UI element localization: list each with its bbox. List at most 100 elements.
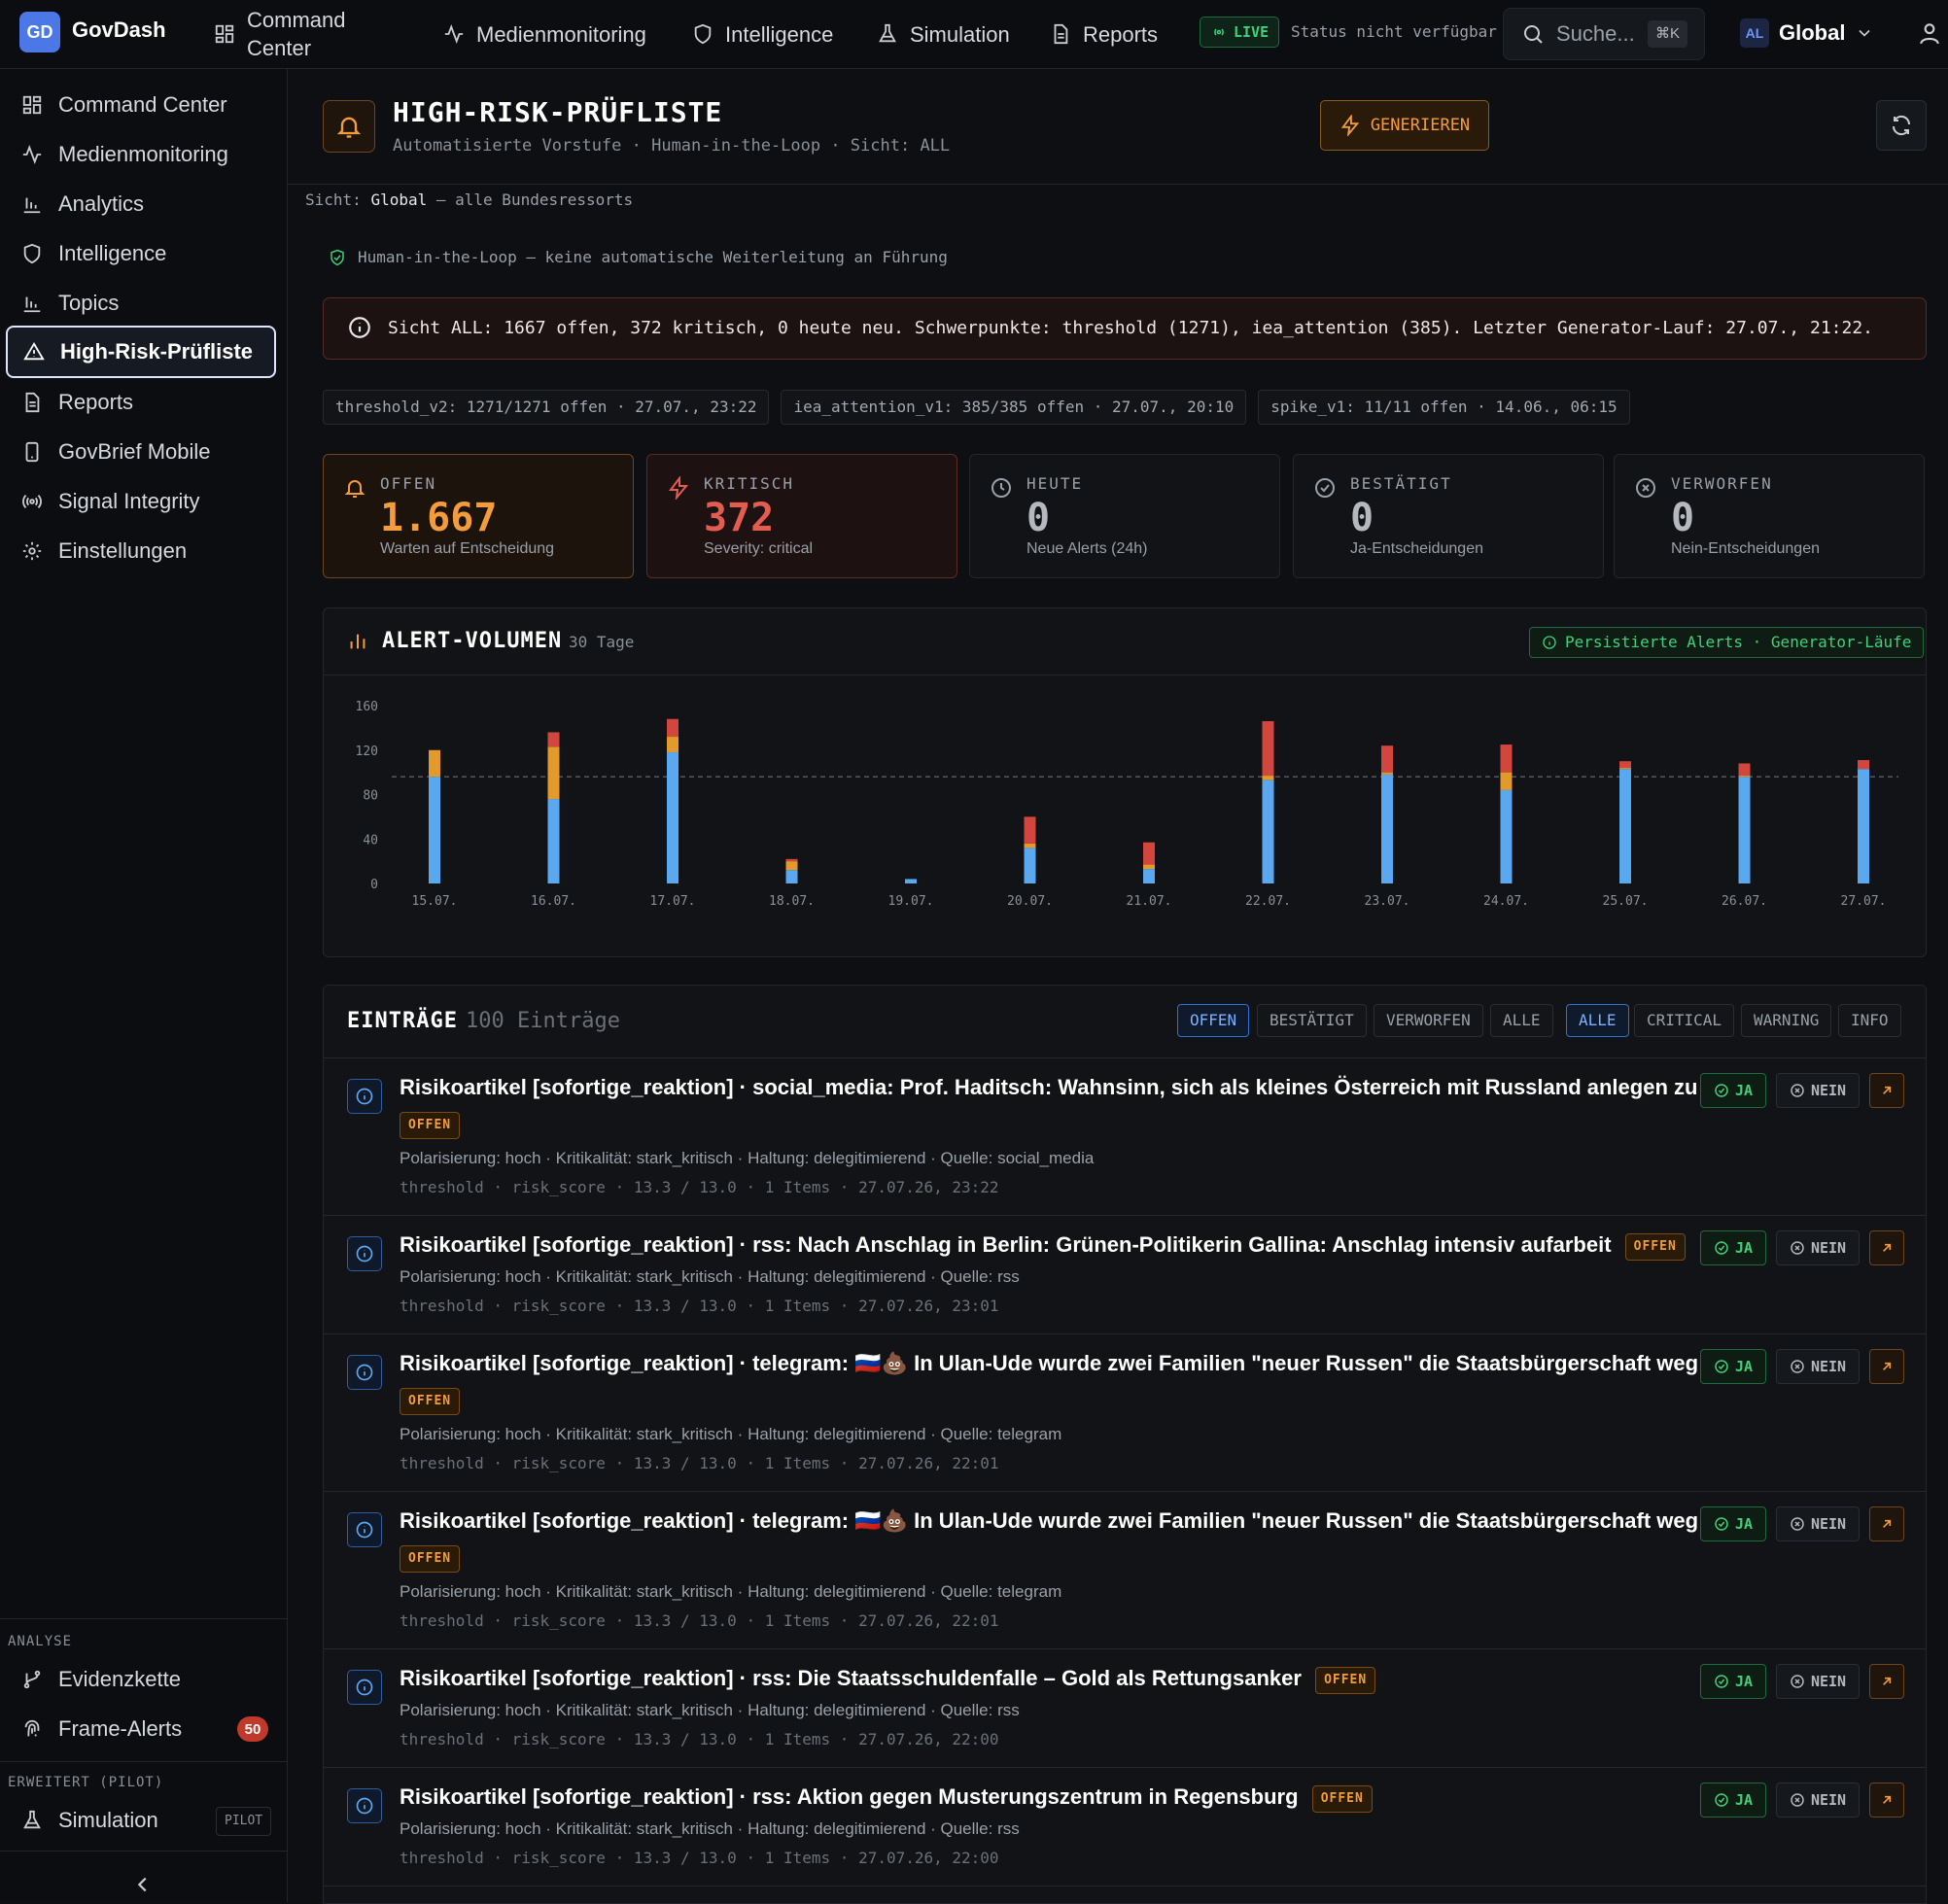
app-name[interactable]: GovDash: [72, 17, 166, 42]
entry-title[interactable]: Risikoartikel [sofortige_reaktion] · soc…: [400, 1075, 1734, 1099]
confirm-button[interactable]: JA: [1700, 1073, 1766, 1108]
entry-row[interactable]: Risikoartikel [sofortige_reaktion] · soc…: [324, 1057, 1926, 1216]
sidebar-item-einstellungen[interactable]: Einstellungen: [6, 527, 276, 575]
entry-row[interactable]: Risikoartikel [sofortige_reaktion] · rss…: [324, 1767, 1926, 1887]
chart-bar-segment: [1738, 763, 1751, 777]
reject-button[interactable]: NEIN: [1776, 1506, 1860, 1541]
entry-title[interactable]: Risikoartikel [sofortige_reaktion] · tel…: [400, 1351, 1699, 1375]
topnav-simulation[interactable]: Simulation: [877, 0, 1010, 68]
entry-items: 1 Items: [764, 1611, 831, 1630]
sidebar-item-simulation[interactable]: Simulation PILOT: [6, 1796, 276, 1845]
reject-button[interactable]: NEIN: [1776, 1349, 1860, 1384]
sidebar-item-high-risk-prueliste[interactable]: High-Risk-Prüfliste: [6, 326, 276, 378]
sidebar-item-signal-integrity[interactable]: Signal Integrity: [6, 477, 276, 526]
check-circle-icon: [1315, 478, 1335, 498]
sidebar-item-label: High-Risk-Prüfliste: [60, 339, 254, 363]
reject-label: NEIN: [1810, 1358, 1847, 1375]
filter-status-verworfen[interactable]: VERWORFEN: [1374, 1004, 1483, 1037]
chart-bar-segment: [785, 858, 798, 862]
bell-icon: [336, 117, 362, 138]
sidebar-item-medienmonitoring[interactable]: Medienmonitoring: [6, 130, 276, 179]
entry-row[interactable]: Risikoartikel [sofortige_reaktion] · tel…: [324, 1333, 1926, 1492]
sidebar-item-label: Einstellungen: [58, 538, 188, 563]
chart-bar-segment: [547, 746, 560, 800]
live-label: LIVE: [1234, 23, 1270, 41]
open-entry-button[interactable]: [1869, 1230, 1904, 1265]
reject-button[interactable]: NEIN: [1776, 1664, 1860, 1699]
sidebar-item-govbrief-mobile[interactable]: GovBrief Mobile: [6, 428, 276, 476]
reject-button[interactable]: NEIN: [1776, 1073, 1860, 1108]
entry-title[interactable]: Risikoartikel [sofortige_reaktion] · rss…: [400, 1232, 1686, 1261]
confirm-button[interactable]: JA: [1700, 1349, 1766, 1384]
clock-icon: [991, 478, 1011, 498]
chart-bar-segment: [1619, 768, 1631, 770]
topnav-command-center[interactable]: Command Center: [214, 0, 364, 68]
user-icon[interactable]: [1917, 20, 1942, 46]
entry-metric: risk_score: [511, 1178, 606, 1196]
refresh-button[interactable]: [1876, 100, 1927, 151]
sidebar-item-analytics[interactable]: Analytics: [6, 180, 276, 228]
filter-status-offen[interactable]: OFFEN: [1177, 1004, 1250, 1037]
kpi-card-offen: OFFEN 1.667 Warten auf Entscheidung: [323, 454, 634, 578]
gear-icon: [22, 541, 42, 561]
filter-severity-critical[interactable]: CRITICAL: [1634, 1004, 1735, 1037]
entry-metric: risk_score: [511, 1297, 606, 1315]
topnav-intelligence[interactable]: Intelligence: [692, 0, 833, 68]
open-entry-button[interactable]: [1869, 1664, 1904, 1699]
info-icon: [356, 1521, 373, 1539]
fingerprint-icon: [24, 1719, 40, 1737]
entry-type-icon: [347, 1236, 382, 1271]
entry-row[interactable]: Risikoartikel [sofortige_reaktion] · rss…: [324, 1215, 1926, 1334]
confirm-button[interactable]: JA: [1700, 1230, 1766, 1265]
confirm-button[interactable]: JA: [1700, 1506, 1766, 1541]
filter-status-alle[interactable]: ALLE: [1490, 1004, 1553, 1037]
open-entry-button[interactable]: [1869, 1349, 1904, 1384]
entry-tech: threshold · risk_score · 13.3 / 13.0 · 1…: [400, 1730, 999, 1748]
app-logo[interactable]: GD: [19, 12, 60, 52]
generator-chip: iea_attention_v1: 385/385 offen · 27.07.…: [781, 390, 1247, 425]
kpi-subtitle: Severity: critical: [704, 540, 814, 557]
filter-status-bestaetigt[interactable]: BESTÄTIGT: [1257, 1004, 1367, 1037]
entry-row[interactable]: Risikoartikel [sofortige_reaktion] · tel…: [324, 1491, 1926, 1649]
entry-title[interactable]: Risikoartikel [sofortige_reaktion] · rss…: [400, 1784, 1373, 1813]
filter-severity-alle[interactable]: ALLE: [1566, 1004, 1629, 1037]
filter-severity-info[interactable]: INFO: [1838, 1004, 1901, 1037]
entry-row[interactable]: Risikoartikel [sofortige_reaktion] · rss…: [324, 1648, 1926, 1768]
sidebar-item-evidenzkette[interactable]: Evidenzkette: [6, 1655, 276, 1704]
search-shortcut: ⌘K: [1648, 20, 1688, 48]
chart-bar-segment: [1619, 761, 1631, 769]
confirm-button[interactable]: JA: [1700, 1664, 1766, 1699]
sidebar-item-intelligence[interactable]: Intelligence: [6, 229, 276, 278]
topnav-reports[interactable]: Reports: [1050, 0, 1158, 68]
entry-title[interactable]: Risikoartikel [sofortige_reaktion] · tel…: [400, 1508, 1699, 1533]
sidebar-item-command-center[interactable]: Command Center: [6, 81, 276, 129]
reject-button[interactable]: NEIN: [1776, 1230, 1860, 1265]
chevron-left-icon[interactable]: [132, 1874, 154, 1895]
kpi-card-heute: HEUTE 0 Neue Alerts (24h): [969, 454, 1280, 578]
filter-severity-warning[interactable]: WARNING: [1741, 1004, 1832, 1037]
global-search[interactable]: Suche... ⌘K: [1503, 8, 1705, 60]
entry-title-text: Risikoartikel [sofortige_reaktion] · rss…: [400, 1232, 1612, 1257]
x-tick-label: 25.07.: [1603, 894, 1649, 909]
reject-button[interactable]: NEIN: [1776, 1783, 1860, 1817]
sidebar-item-reports[interactable]: Reports: [6, 378, 276, 427]
topnav-medienmonitoring[interactable]: Medienmonitoring: [443, 0, 646, 68]
open-entry-button[interactable]: [1869, 1783, 1904, 1817]
y-tick-label: 0: [370, 878, 378, 892]
scope-selector[interactable]: AL Global: [1740, 16, 1874, 51]
kpi-card-bestaetigt: BESTÄTIGT 0 Ja-Entscheidungen: [1293, 454, 1604, 578]
entry-title[interactable]: Risikoartikel [sofortige_reaktion] · rss…: [400, 1666, 1376, 1694]
confirm-button[interactable]: JA: [1700, 1783, 1766, 1817]
alert-triangle-icon: [23, 341, 45, 361]
generate-button[interactable]: GENERIEREN: [1320, 100, 1489, 151]
open-entry-button[interactable]: [1869, 1073, 1904, 1108]
kpi-value: 1.667: [380, 496, 498, 540]
entry-generator: threshold: [400, 1849, 484, 1867]
open-entry-button[interactable]: [1869, 1506, 1904, 1541]
kpi-value: 372: [704, 496, 775, 540]
entry-score: 13.3 / 13.0: [633, 1178, 737, 1196]
activity-icon: [444, 24, 464, 44]
sidebar-item-topics[interactable]: Topics: [6, 279, 276, 328]
sidebar-section-extended: ERWEITERT (PILOT): [8, 1775, 164, 1790]
sidebar-item-frame-alerts[interactable]: Frame-Alerts 50: [6, 1705, 276, 1753]
